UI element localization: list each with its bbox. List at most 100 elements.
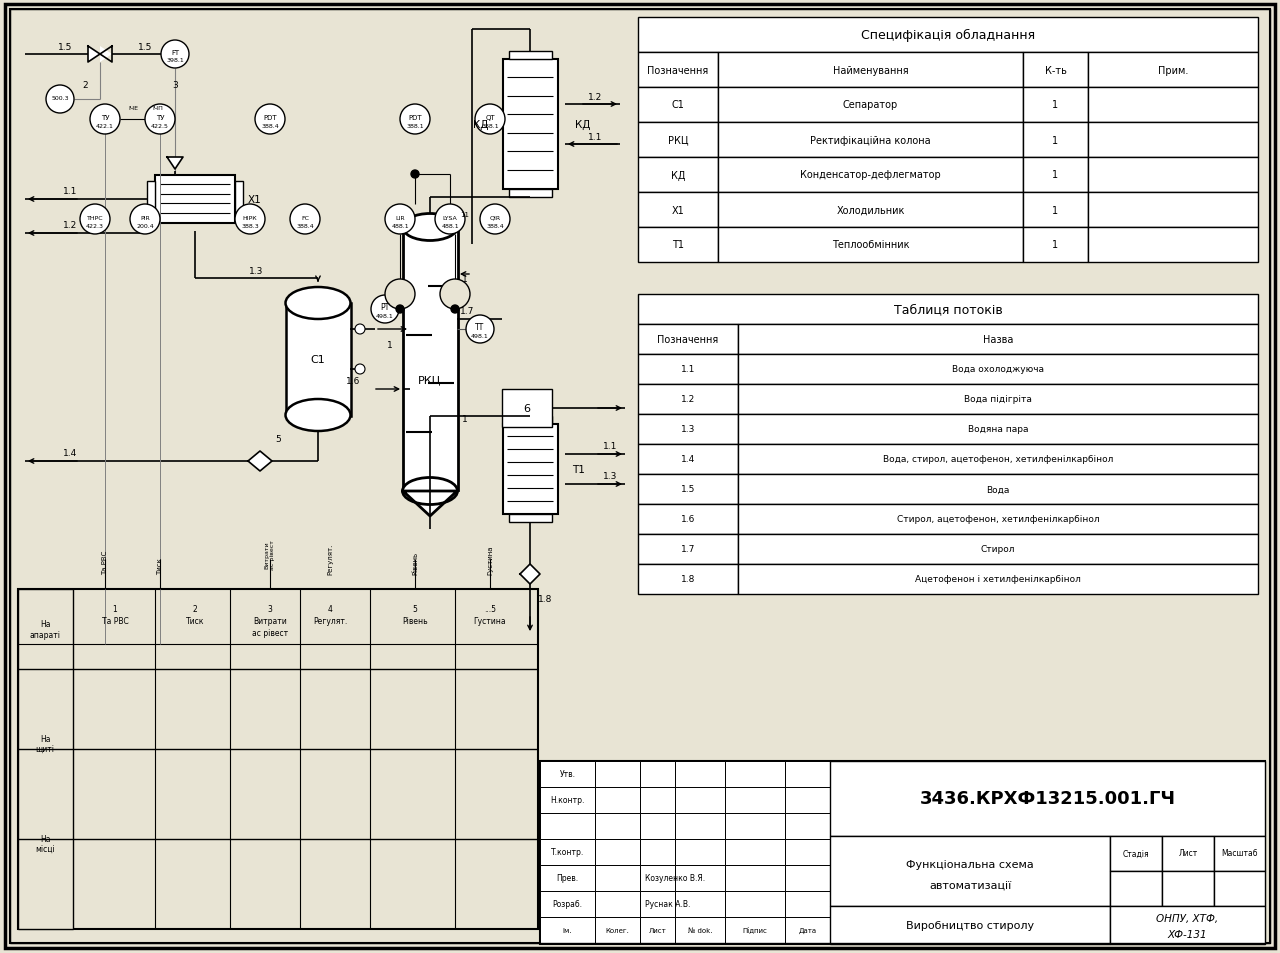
Text: 5: 5 xyxy=(275,435,280,444)
Bar xyxy=(718,158,1023,193)
Text: Ацетофенон і хетилфенілкарбінол: Ацетофенон і хетилфенілкарбінол xyxy=(915,575,1080,584)
Bar xyxy=(637,475,739,504)
Text: Холодильник: Холодильник xyxy=(836,205,905,215)
Circle shape xyxy=(131,205,160,234)
Bar xyxy=(637,564,739,595)
Bar xyxy=(1088,53,1258,88)
Text: НІРК: НІРК xyxy=(243,215,257,220)
Polygon shape xyxy=(100,47,113,63)
Text: LIR: LIR xyxy=(396,215,404,220)
Text: Тиск: Тиск xyxy=(186,617,205,626)
Text: РDТ: РDТ xyxy=(408,115,422,121)
Text: 388.3: 388.3 xyxy=(241,223,259,229)
Circle shape xyxy=(475,105,506,135)
Text: КД: КД xyxy=(472,120,488,130)
Text: 5: 5 xyxy=(412,605,417,614)
Circle shape xyxy=(435,205,465,234)
Text: Регулят.: Регулят. xyxy=(326,543,333,575)
Bar xyxy=(503,60,558,190)
Bar xyxy=(739,415,1258,444)
Text: Вода охолоджуюча: Вода охолоджуюча xyxy=(952,365,1044,375)
Bar xyxy=(640,917,675,943)
Text: Назва: Назва xyxy=(983,335,1014,345)
Text: 1.3: 1.3 xyxy=(681,425,695,434)
Text: 1.1: 1.1 xyxy=(63,188,77,196)
Bar xyxy=(595,891,640,917)
Bar xyxy=(1023,193,1088,228)
Text: Дата: Дата xyxy=(799,927,817,933)
Bar xyxy=(675,813,724,840)
Text: Козуленко В.Я.: Козуленко В.Я. xyxy=(645,874,705,882)
Text: 388.1: 388.1 xyxy=(481,123,499,129)
Bar xyxy=(1088,158,1258,193)
Bar xyxy=(675,917,724,943)
Text: Ректифікаційна колона: Ректифікаційна колона xyxy=(810,135,931,146)
Text: 498.1: 498.1 xyxy=(376,314,394,318)
Text: С1: С1 xyxy=(311,355,325,365)
Text: Утв.: Утв. xyxy=(559,770,576,779)
Text: 1.1: 1.1 xyxy=(588,132,602,141)
Text: Густина: Густина xyxy=(486,545,493,575)
Text: 1.2: 1.2 xyxy=(681,395,695,404)
Text: РIR: РIR xyxy=(140,215,150,220)
Bar xyxy=(509,416,552,424)
Bar xyxy=(829,761,1265,836)
Bar xyxy=(739,475,1258,504)
Circle shape xyxy=(440,280,470,310)
Text: 1.7: 1.7 xyxy=(460,307,474,316)
Bar xyxy=(1088,123,1258,158)
Circle shape xyxy=(255,105,285,135)
Text: Підпис: Підпис xyxy=(742,926,768,934)
Circle shape xyxy=(401,105,430,135)
Text: Рівень: Рівень xyxy=(402,617,428,626)
Text: 422.1: 422.1 xyxy=(96,123,114,129)
Bar xyxy=(739,564,1258,595)
Text: QIR: QIR xyxy=(489,215,500,220)
Text: Конденсатор-дефлегматор: Конденсатор-дефлегматор xyxy=(800,171,941,180)
Text: 1: 1 xyxy=(387,340,393,349)
Text: Масштаб: Масштаб xyxy=(1221,848,1258,858)
Text: 388.4: 388.4 xyxy=(261,123,279,129)
Text: 388.4: 388.4 xyxy=(296,223,314,229)
Bar xyxy=(637,504,739,535)
Text: 1.1: 1.1 xyxy=(681,365,695,375)
Text: Руснак А.В.: Руснак А.В. xyxy=(645,900,690,908)
Text: Х1: Х1 xyxy=(248,194,262,205)
Bar xyxy=(595,761,640,787)
Bar xyxy=(18,589,73,929)
Bar xyxy=(785,840,829,865)
Bar xyxy=(739,385,1258,415)
Text: 398.1: 398.1 xyxy=(166,57,184,63)
Text: Витрати: Витрати xyxy=(253,617,287,626)
Text: 6: 6 xyxy=(524,403,530,414)
Text: ОНПУ, ХТФ,: ОНПУ, ХТФ, xyxy=(1156,913,1219,923)
Bar xyxy=(637,18,1258,53)
Bar xyxy=(829,836,1110,906)
Bar xyxy=(403,228,458,491)
Text: 488.1: 488.1 xyxy=(392,223,408,229)
Bar xyxy=(540,761,595,787)
Bar xyxy=(236,182,243,218)
Ellipse shape xyxy=(402,214,457,241)
Text: РКЦ: РКЦ xyxy=(419,375,442,385)
Circle shape xyxy=(355,325,365,335)
Text: 11: 11 xyxy=(461,212,470,218)
Bar xyxy=(739,535,1258,564)
Text: Н.контр.: Н.контр. xyxy=(550,796,585,804)
Text: Вода, стирол, ацетофенон, хетилфенілкарбінол: Вода, стирол, ацетофенон, хетилфенілкарб… xyxy=(883,455,1114,464)
Text: ІЧП: ІЧП xyxy=(152,106,164,111)
Text: КД: КД xyxy=(575,120,590,130)
Text: Т1: Т1 xyxy=(672,240,684,251)
Text: Позначення: Позначення xyxy=(658,335,718,345)
Bar xyxy=(637,325,739,355)
Bar xyxy=(724,761,785,787)
Text: 1: 1 xyxy=(1052,171,1059,180)
Bar xyxy=(785,865,829,891)
Bar xyxy=(675,891,724,917)
Bar xyxy=(509,52,552,60)
Text: РDТ: РDТ xyxy=(264,115,276,121)
Circle shape xyxy=(480,205,509,234)
Ellipse shape xyxy=(402,478,457,505)
Text: 1.4: 1.4 xyxy=(681,455,695,464)
Text: 3436.КРХФ13215.001.ГЧ: 3436.КРХФ13215.001.ГЧ xyxy=(919,789,1175,807)
